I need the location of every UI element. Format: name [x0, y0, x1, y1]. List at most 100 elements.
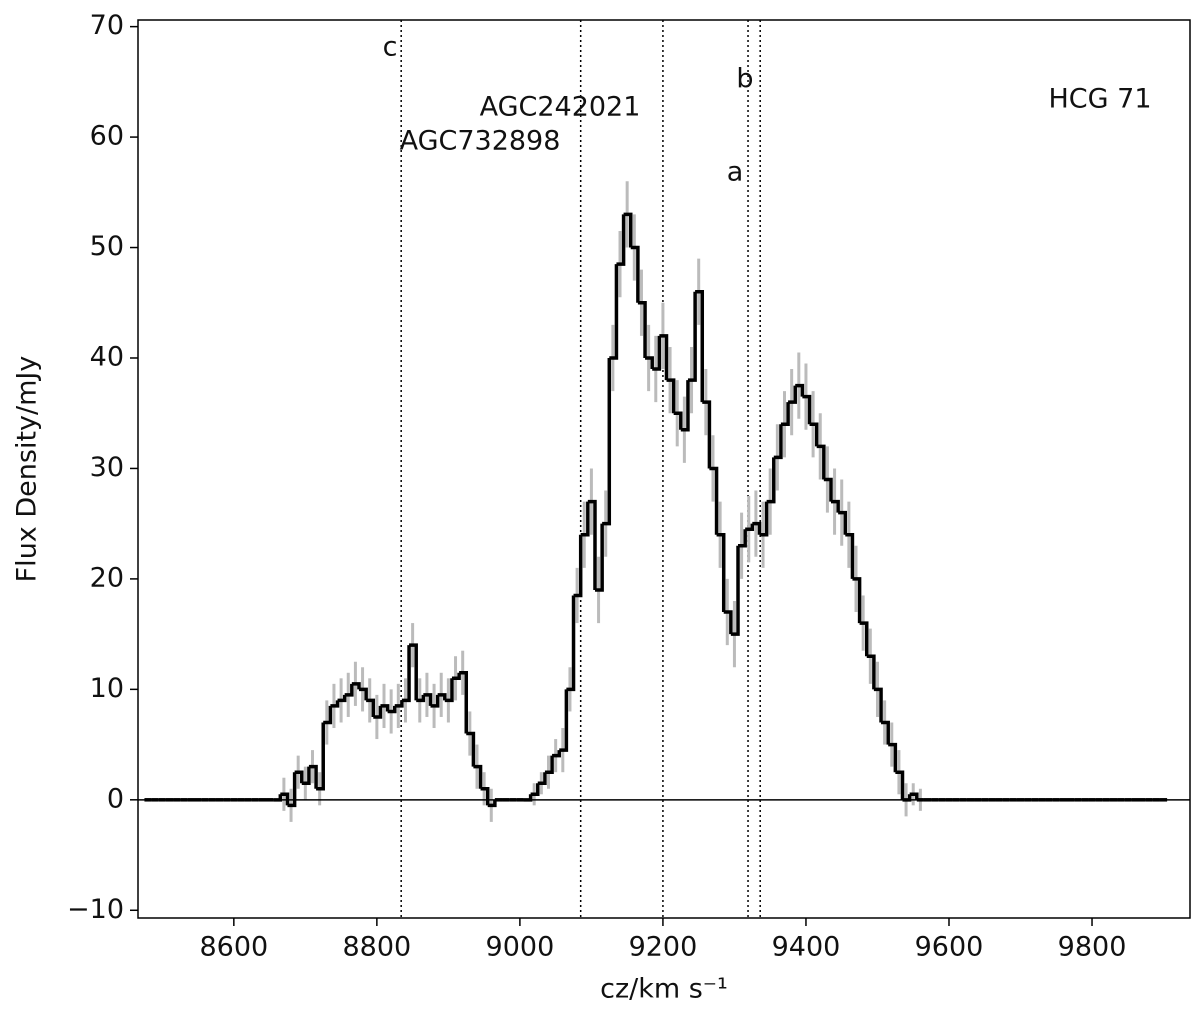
step-segment — [473, 764, 483, 789]
x-tick-label: 9200 — [629, 932, 698, 963]
x-tick-label: 9800 — [1058, 932, 1127, 963]
step-segment — [566, 595, 576, 692]
step-segment — [695, 289, 705, 403]
x-tick-label: 9400 — [772, 932, 841, 963]
step-segment — [459, 671, 469, 734]
x-tick-label: 8800 — [343, 932, 412, 963]
step-segment — [409, 643, 418, 701]
step-segment — [909, 792, 919, 800]
y-tick-label: 10 — [90, 673, 124, 704]
y-tick-label: −10 — [67, 894, 124, 925]
step-segment — [594, 523, 604, 592]
step-segment — [766, 457, 776, 504]
annotation: HCG 71 — [1048, 84, 1151, 115]
step-segment — [687, 291, 697, 382]
step-segment — [666, 378, 676, 414]
step-segment — [802, 394, 812, 425]
step-segment — [637, 301, 647, 358]
step-segment — [380, 704, 390, 712]
step-segment — [723, 610, 733, 635]
step-segment — [823, 477, 833, 502]
step-segment — [330, 700, 340, 708]
plot-frame — [137, 19, 1191, 919]
step-segment — [580, 501, 590, 537]
step-segment — [373, 705, 383, 719]
step-segment — [530, 783, 540, 797]
step-segment — [745, 523, 755, 531]
step-segment — [602, 357, 612, 526]
y-tick-label: 60 — [90, 121, 124, 152]
step-segment — [466, 731, 476, 767]
step-segment — [759, 501, 769, 537]
step-segment — [573, 534, 583, 598]
annotation: b — [736, 64, 753, 95]
step-segment — [866, 654, 876, 690]
step-segment — [559, 689, 569, 752]
step-segment — [895, 770, 905, 800]
step-segment — [838, 510, 848, 535]
step-segment — [845, 532, 855, 579]
step-segment — [430, 694, 440, 708]
step-segment — [616, 214, 626, 266]
step-segment — [537, 772, 547, 785]
step-segment — [652, 335, 662, 371]
step-segment — [552, 750, 561, 758]
annotation: AGC732898 — [400, 126, 561, 157]
step-segment — [881, 720, 890, 745]
step-segment — [702, 400, 712, 469]
step-segment — [809, 422, 819, 447]
step-segment — [544, 755, 554, 774]
y-tick-label: 0 — [107, 783, 124, 814]
step-segment — [366, 698, 376, 717]
step-segment — [351, 682, 361, 690]
step-segment — [487, 799, 497, 808]
step-segment — [316, 722, 325, 791]
step-segment — [830, 499, 840, 513]
step-segment — [308, 764, 318, 789]
step-segment — [645, 356, 654, 370]
step-segment — [788, 385, 797, 404]
annotation: a — [727, 157, 744, 188]
step-segment — [795, 383, 805, 397]
y-tick-label: 30 — [90, 452, 124, 483]
step-segment — [630, 245, 640, 303]
step-segment — [609, 264, 619, 360]
step-segment — [337, 694, 347, 703]
step-segment — [709, 466, 719, 535]
y-tick-label: 20 — [90, 562, 124, 593]
y-tick-label: 40 — [90, 341, 124, 372]
step-segment — [587, 499, 597, 590]
step-segment — [673, 411, 683, 430]
step-segment — [394, 700, 404, 708]
annotation: AGC242021 — [480, 92, 641, 123]
x-tick-label: 9000 — [486, 932, 555, 963]
step-segment — [451, 672, 461, 681]
x-axis-label: cz/km s⁻¹ — [600, 974, 728, 1005]
step-segment — [287, 772, 297, 808]
step-segment — [780, 402, 790, 427]
step-segment — [773, 424, 783, 460]
y-tick-label: 50 — [90, 231, 124, 262]
y-axis-label: Flux Density/mJy — [12, 356, 43, 583]
step-segment — [273, 794, 283, 802]
x-tick-label: 9600 — [915, 932, 984, 963]
y-tick-label: 70 — [90, 10, 124, 41]
step-segment — [423, 693, 433, 706]
step-segment — [873, 687, 883, 723]
step-segment — [680, 380, 690, 432]
step-segment — [738, 529, 747, 548]
step-segment — [416, 694, 426, 703]
step-segment — [387, 705, 397, 714]
step-segment — [659, 334, 669, 381]
step-segment — [344, 683, 354, 697]
step-segment — [401, 645, 411, 703]
x-tick-label: 8600 — [199, 932, 268, 963]
step-segment — [444, 678, 454, 703]
step-segment — [816, 444, 826, 480]
step-segment — [859, 621, 869, 657]
step-segment — [852, 577, 862, 624]
step-segment — [301, 766, 311, 785]
step-segment — [888, 742, 898, 773]
step-segment — [280, 792, 290, 806]
